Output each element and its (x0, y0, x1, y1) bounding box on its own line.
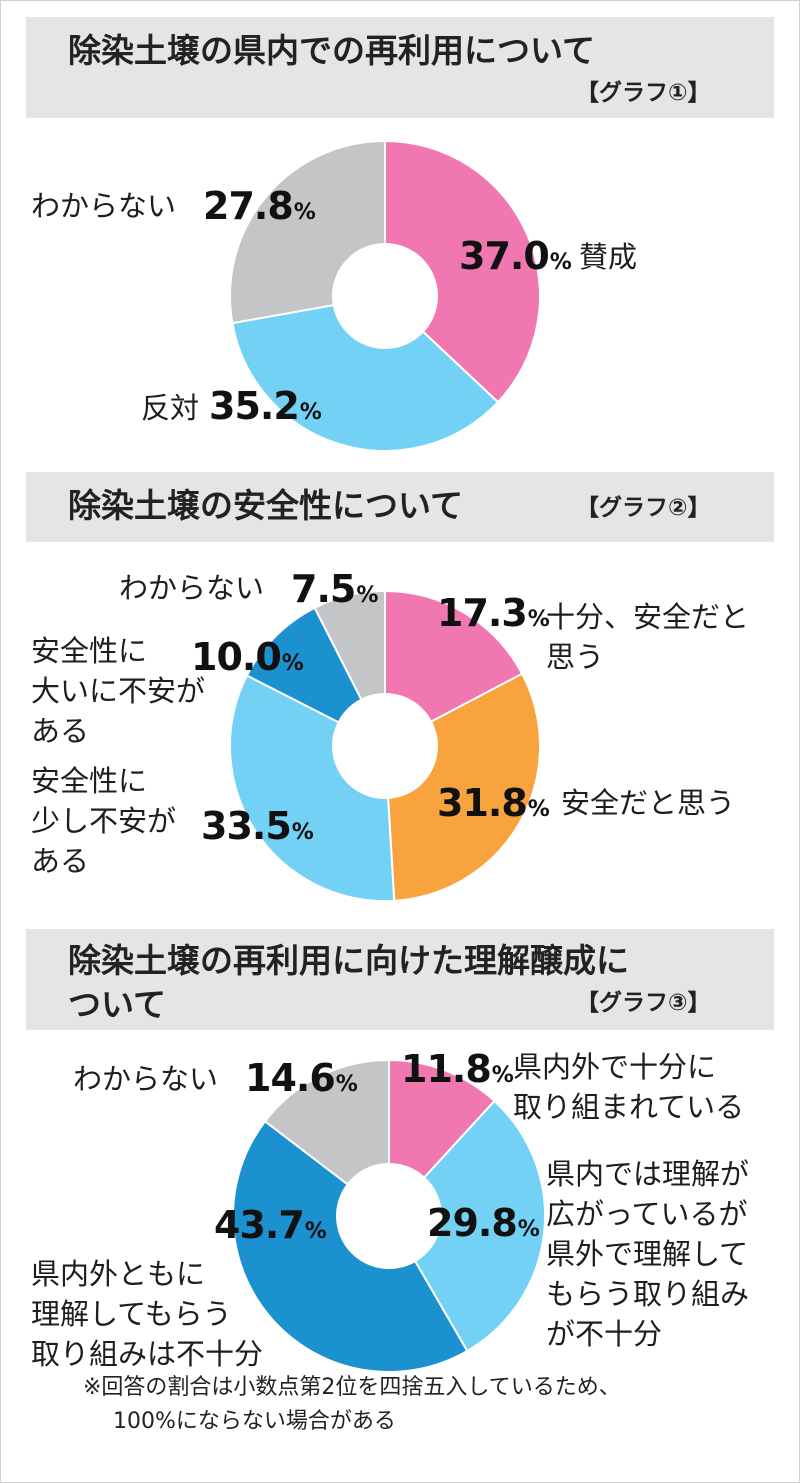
chart2-label-sukoshi-line1: 安全性に (31, 764, 148, 798)
chart3-label-kennai-line2: 広がっているが (546, 1197, 748, 1231)
chart2-pct-juubun-unit: % (527, 607, 550, 632)
chart3-donut-hole (336, 1163, 442, 1269)
chart1-pct-wakaranai-value: 27.8 (203, 184, 294, 228)
chart1-slice-0 (384, 139, 541, 404)
chart3-pct-juubun: 11.8% (401, 1047, 514, 1098)
chart2-pie (229, 589, 541, 902)
footnote-line2: 100%にならない場合がある (113, 1409, 396, 1434)
chart2-pct-wakaranai-unit: % (356, 583, 379, 608)
chart2-tag: 【グラフ②】 (576, 495, 711, 521)
chart2-pct-anzen: 31.8% (437, 781, 550, 832)
chart3-title-line1: 除染土壌の再利用に向けた理解醸成に (68, 941, 629, 980)
chart2-label-sukoshi-line2: 少し不安が (31, 804, 177, 838)
chart3-pct-juubun-value: 11.8 (401, 1047, 492, 1091)
chart3-slice-1 (387, 1099, 546, 1353)
chart3-label-wakaranai: わからない (73, 1062, 219, 1096)
chart3-label-kengaitomo-line1: 県内外ともに (31, 1257, 206, 1291)
chart2-pct-anzen-unit: % (527, 797, 550, 822)
chart1-pct-sansei-unit: % (549, 250, 572, 275)
chart2-label-anzen: 安全だと思う (561, 786, 736, 820)
chart3-header: 除染土壌の再利用に向けた理解醸成に ついて 【グラフ③】 (26, 929, 774, 1030)
chart1-slice-1 (231, 294, 500, 452)
chart1-pct-hantai: 35.2% (209, 384, 322, 435)
chart3-pct-kennai-unit: % (517, 1217, 540, 1242)
chart2-pct-wakaranai: 7.5% (291, 567, 378, 618)
chart3-pct-kennai-value: 29.8 (427, 1201, 518, 1245)
chart2-pct-wakaranai-value: 7.5 (291, 567, 356, 611)
chart3-pct-kengaitomo-value: 43.7 (214, 1203, 305, 1247)
chart3-title-line2: ついて (68, 985, 167, 1024)
chart3-label-juubun-line2: 取り組まれている (513, 1090, 745, 1124)
chart1-pct-sansei: 37.0% (459, 234, 572, 285)
footnote: ※回答の割合は小数点第2位を四捨五入しているため、 100%にならない場合がある (83, 1371, 621, 1439)
chart3-pct-kennai: 29.8% (427, 1201, 540, 1252)
chart1-label-wakaranai: わからない (31, 189, 177, 223)
chart2-pct-ooini-unit: % (281, 651, 304, 676)
chart2-pct-ooini-value: 10.0 (191, 635, 282, 679)
chart1-pct-wakaranai-unit: % (293, 200, 316, 225)
chart2-pct-sukoshi-value: 33.5 (201, 804, 292, 848)
chart2-pct-ooini: 10.0% (191, 635, 304, 686)
chart1-pie (229, 139, 541, 452)
chart3-pct-kengaitomo: 43.7% (214, 1203, 327, 1254)
chart1-tag: 【グラフ①】 (576, 80, 711, 106)
chart3-label-kennai-line1: 県内では理解が (546, 1157, 750, 1191)
chart2-label-juubun-line1: 十分、安全だと (546, 600, 750, 634)
chart2-header: 除染土壌の安全性について 【グラフ②】 (26, 472, 774, 542)
chart2-label-ooini-line1: 安全性に (31, 634, 148, 668)
chart1-pct-wakaranai: 27.8% (203, 184, 316, 235)
chart2-pct-sukoshi: 33.5% (201, 804, 314, 855)
chart2-pct-anzen-value: 31.8 (437, 781, 528, 825)
chart1-label-hantai: 反対 (141, 391, 200, 425)
chart3-pct-wakaranai-unit: % (335, 1072, 358, 1097)
chart2-title: 除染土壌の安全性について (68, 486, 464, 525)
chart2-label-juubun-line2: 思う (546, 640, 605, 674)
chart3-pie (232, 1058, 546, 1373)
chart2-label-wakaranai: わからない (119, 571, 265, 605)
chart3-label-kennai-line3: 県外で理解して (546, 1237, 749, 1271)
chart3-label-kengaitomo-line3: 取り組みは不十分 (31, 1337, 264, 1371)
chart1-header: 除染土壌の県内での再利用について 【グラフ①】 (26, 17, 774, 118)
chart2-pct-juubun: 17.3% (437, 591, 550, 642)
chart3-tag: 【グラフ③】 (576, 990, 711, 1016)
chart2-pct-sukoshi-unit: % (291, 820, 314, 845)
chart2-label-ooini-line3: ある (31, 714, 90, 748)
chart3-label-kennai-line4: もらう取り組み (546, 1277, 750, 1311)
chart3-label-juubun-line1: 県内外で十分に (513, 1050, 717, 1084)
chart3-pct-juubun-unit: % (491, 1063, 514, 1088)
chart2-label-sukoshi-line3: ある (31, 844, 90, 878)
chart1-donut-hole (332, 243, 438, 349)
chart1-pct-hantai-value: 35.2 (209, 384, 300, 428)
chart3-label-kengaitomo-line2: 理解してもらう (31, 1297, 232, 1331)
chart1-pct-sansei-value: 37.0 (459, 234, 550, 278)
chart2-label-ooini-line2: 大いに不安が (31, 674, 206, 708)
chart2-donut-hole (332, 693, 438, 799)
chart3-label-kennai-line5: が不十分 (546, 1317, 663, 1351)
chart1-label-sansei: 賛成 (579, 240, 638, 274)
chart3-pct-kengaitomo-unit: % (304, 1219, 327, 1244)
chart2-pct-juubun-value: 17.3 (437, 591, 528, 635)
chart1-pct-hantai-unit: % (299, 400, 322, 425)
chart3-pct-wakaranai-value: 14.6 (245, 1056, 336, 1100)
footnote-line1: ※回答の割合は小数点第2位を四捨五入しているため、 (83, 1375, 621, 1400)
chart3-pct-wakaranai: 14.6% (245, 1056, 358, 1107)
chart1-title: 除染土壌の県内での再利用について (68, 31, 596, 70)
